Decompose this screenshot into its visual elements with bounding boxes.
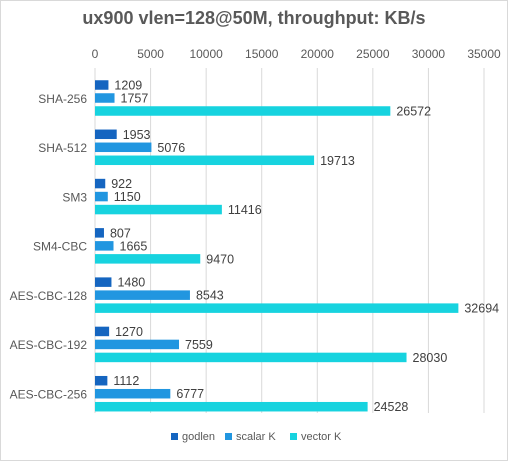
legend-label: godlen: [182, 431, 215, 443]
bar: [95, 241, 114, 251]
category-label: SM3: [62, 190, 87, 204]
category-label: SHA-512: [38, 141, 87, 155]
chart-title: ux900 vlen=128@50M, throughput: KB/s: [82, 8, 426, 28]
category-label: SM4-CBC: [33, 240, 87, 254]
legend-label: scalar K: [236, 431, 276, 443]
legend-label: vector K: [301, 431, 342, 443]
bar: [95, 277, 112, 287]
category-label: AES-CBC-256: [10, 387, 88, 401]
data-label: 26572: [396, 105, 431, 119]
x-tick-label: 0: [92, 47, 99, 61]
bar: [95, 352, 407, 363]
category-label: SHA-256: [38, 92, 87, 106]
bar: [95, 129, 117, 140]
data-label: 9470: [206, 252, 234, 266]
data-label: 24528: [374, 400, 409, 414]
data-label: 922: [111, 177, 132, 191]
bar: [95, 303, 459, 313]
data-label: 807: [110, 226, 131, 240]
category-label: AES-CBC-192: [10, 338, 88, 352]
x-tick-label: 20000: [301, 47, 335, 61]
bar: [95, 375, 108, 386]
bar: [95, 80, 109, 90]
data-label: 11416: [228, 203, 262, 217]
data-label: 28030: [413, 351, 448, 365]
data-label: 19713: [320, 154, 355, 168]
x-tick-label: 25000: [356, 47, 390, 61]
data-label: 5076: [157, 141, 185, 155]
x-tick-label: 5000: [137, 47, 164, 61]
category-label: AES-CBC-128: [10, 289, 88, 303]
bar: [95, 93, 115, 103]
bar: [95, 388, 171, 399]
bar: [95, 326, 110, 337]
data-label: 1270: [115, 325, 143, 339]
data-label: 1953: [123, 128, 151, 142]
bar: [95, 290, 190, 300]
bar: [95, 401, 368, 412]
bar: [95, 339, 180, 350]
x-tick-label: 35000: [467, 47, 501, 61]
x-tick-label: 15000: [245, 47, 279, 61]
bar: [95, 204, 222, 215]
bar: [95, 178, 106, 189]
bar: [95, 106, 391, 116]
data-label: 6777: [176, 387, 204, 401]
data-label: 1150: [114, 190, 141, 204]
data-label: 8543: [196, 289, 224, 303]
data-label: 32694: [464, 302, 499, 316]
legend-swatch: [290, 433, 297, 440]
data-label: 1757: [121, 92, 149, 106]
bar: [95, 228, 104, 238]
legend-swatch: [225, 433, 232, 440]
bar: [95, 155, 315, 166]
data-label: 1209: [114, 79, 142, 93]
data-label: 1665: [120, 239, 148, 253]
bar: [95, 254, 201, 264]
data-label: 7559: [185, 338, 213, 352]
x-tick-label: 30000: [412, 47, 446, 61]
data-label: 1480: [117, 276, 145, 290]
bar: [95, 142, 152, 153]
x-tick-label: 10000: [189, 47, 223, 61]
data-label: 1112: [113, 374, 139, 388]
legend-swatch: [171, 433, 178, 440]
bar: [95, 191, 108, 202]
